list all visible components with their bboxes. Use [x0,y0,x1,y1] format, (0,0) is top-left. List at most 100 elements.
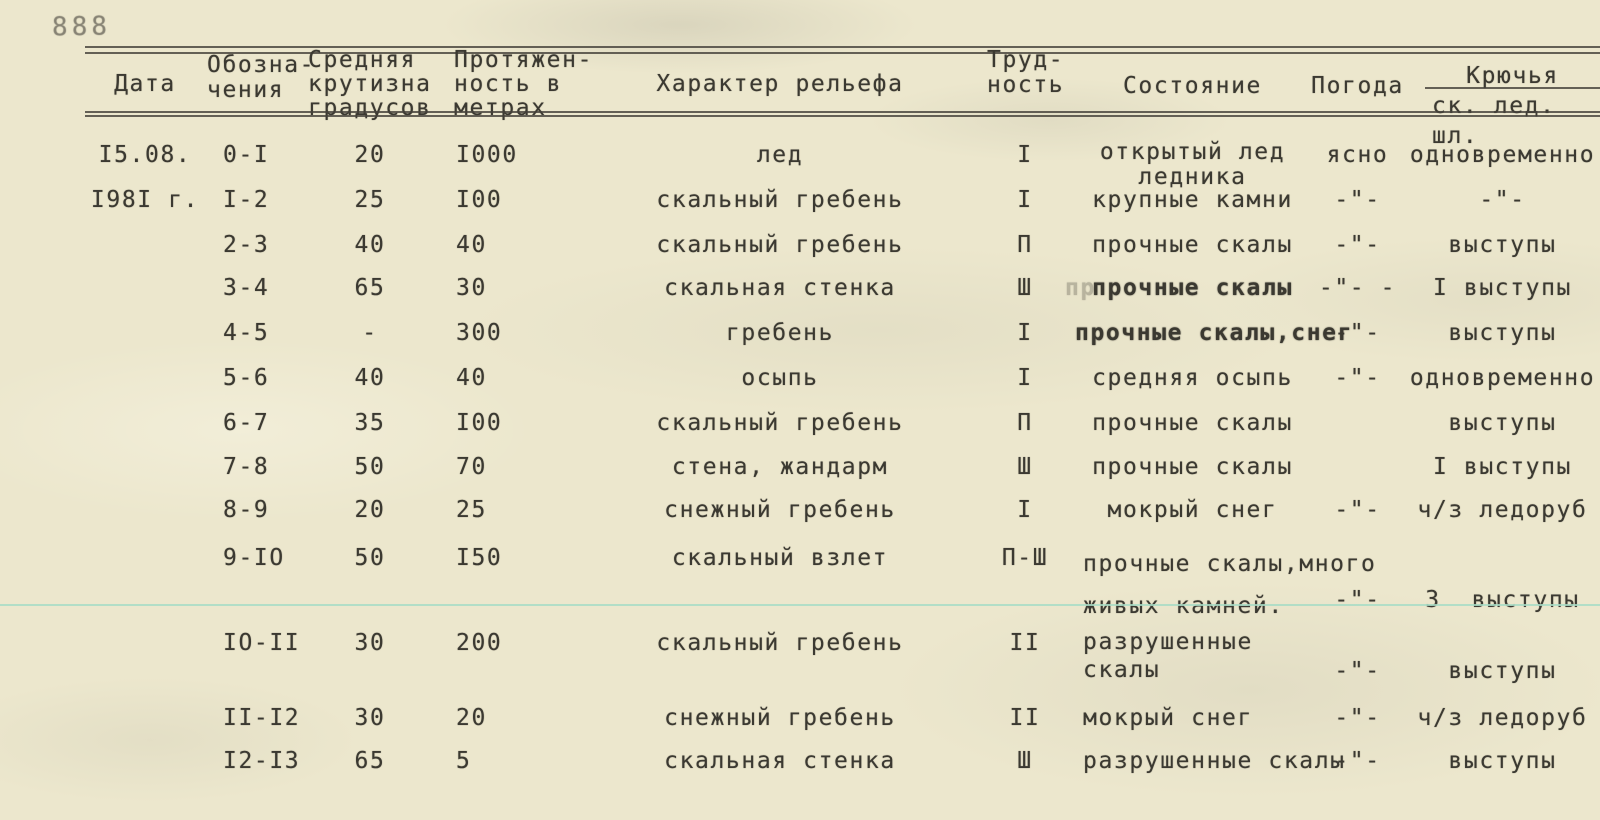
table-top-rule-1 [85,46,1600,48]
cell-pitons: ч/з ледоруб [1417,705,1588,731]
header-pitons-sub: ск. лед. шл. [1432,93,1556,149]
cell-mark: 2-3 [223,232,270,258]
scan-fold-line [0,604,1600,606]
header-bottom-rule-1 [85,111,1600,113]
cell-relief: скальная стенка [664,748,896,774]
cell-relief: скальный гребень [656,187,904,213]
header-cond: Состояние [1122,73,1263,99]
condition-line: прочные скалы [1092,275,1293,301]
cell-weather: -"- [1334,187,1381,213]
cell-steep: 40 [354,232,386,258]
condition-line: прочные скалы [1092,454,1293,480]
header-relief: Характер рельефа [656,71,904,97]
condition-line: прочные скалы [1092,232,1293,258]
cell-steep: 50 [354,545,386,571]
condition-line: разрушенные скалы [1083,748,1346,774]
cell-cond: прочные скалы [1075,230,1310,260]
cell-cond: разрушенные скалы [1075,746,1346,776]
cell-weather: -"- [1334,497,1381,523]
condition-line: ледника [1138,164,1247,190]
header-len: Протяжен- ность в метрах [454,47,594,121]
cell-pitons: I выступы [1432,275,1573,301]
cell-relief: стена, жандарм [671,454,889,480]
cell-diff: I [1017,365,1033,391]
cell-len: 40 [456,232,487,258]
header-bottom-rule-2 [85,115,1600,117]
cell-cond: прочные скалы [1075,452,1310,482]
cell-steep: 30 [354,705,386,731]
cell-date: I98I г. [90,187,200,213]
condition-line: скалы [1083,657,1161,683]
cell-relief: скальный взлет [671,545,889,571]
table-header: Дата Обозна- чения Средняя крутизна градус… [85,45,1600,150]
cell-len: 200 [456,630,503,656]
cell-cond: разрушенные скалы [1075,628,1318,684]
cell-diff: I [1017,497,1033,523]
cell-mark: II-I2 [223,705,301,731]
cell-pitons: I выступы [1432,454,1573,480]
cell-diff: I [1017,142,1033,168]
condition-line: мокрый снег [1107,497,1278,523]
cell-mark: 4-5 [223,320,270,346]
cell-len: I00 [456,187,503,213]
condition-line: средняя осыпь [1092,365,1293,391]
condition-line: живых камней. [1083,593,1284,619]
cell-pitons: ч/з ледоруб [1417,497,1588,523]
cell-cond: крупные камни [1075,185,1310,215]
cell-diff: I [1017,187,1033,213]
cell-weather: -"- [1334,587,1381,613]
cell-relief: снежный гребень [664,705,896,731]
condition-line: прочные скалы,много [1083,551,1377,577]
cell-steep: 25 [354,187,386,213]
cell-cond: прочные скалы,снег [1075,318,1351,348]
cell-mark: I2-I3 [223,748,301,774]
cell-pitons: -"- [1479,187,1526,213]
cell-len: I50 [456,545,503,571]
cell-mark: IO-II [223,630,301,656]
cell-mark: 5-6 [223,365,270,391]
header-date: Дата [114,71,176,97]
cell-diff: П [1017,410,1033,436]
cell-mark: 8-9 [223,497,270,523]
cell-relief: гребень [725,320,835,346]
cell-len: 40 [456,365,487,391]
cell-weather: -"- [1334,365,1381,391]
cell-pitons: выступы [1448,748,1557,774]
cell-relief: скальная стенка [664,275,896,301]
cell-diff: П [1017,232,1033,258]
cell-pitons: выступы [1448,320,1557,346]
cell-mark: 0-I [223,142,270,168]
cell-weather: -"- [1334,658,1381,684]
cell-steep: 35 [354,410,386,436]
cell-steep: 65 [354,748,386,774]
cell-len: 70 [456,454,487,480]
cell-steep: 65 [354,275,386,301]
cell-len: I00 [456,410,503,436]
cell-len: 5 [456,748,472,774]
cell-mark: 9-IO [223,545,285,571]
cell-diff: II [1009,630,1041,656]
cell-steep: 30 [354,630,386,656]
cell-date: I5.08. [98,142,192,168]
cell-weather: -"- [1334,320,1381,346]
cell-diff: Ш [1017,748,1033,774]
cell-len: I000 [456,142,518,168]
cell-mark: I-2 [223,187,270,213]
cell-diff: I [1017,320,1033,346]
typewriter-ghost-text: пр [1065,275,1096,301]
cell-pitons: выступы [1448,410,1557,436]
cell-steep: 20 [354,497,386,523]
cell-cond: мокрый снег [1075,703,1318,733]
cell-steep: - [362,320,378,346]
cell-weather: ясно [1326,142,1389,168]
cell-cond: открытый лед ледника [1075,140,1310,190]
cell-relief: скальный гребень [656,232,904,258]
cell-pitons: выступы [1448,658,1557,684]
header-diff: Труд- ность [987,47,1065,98]
cell-mark: 7-8 [223,454,270,480]
cell-cond: мокрый снег [1075,495,1310,525]
cell-steep: 20 [354,142,386,168]
cell-mark: 6-7 [223,410,270,436]
table-top-rule-2 [85,52,1600,54]
